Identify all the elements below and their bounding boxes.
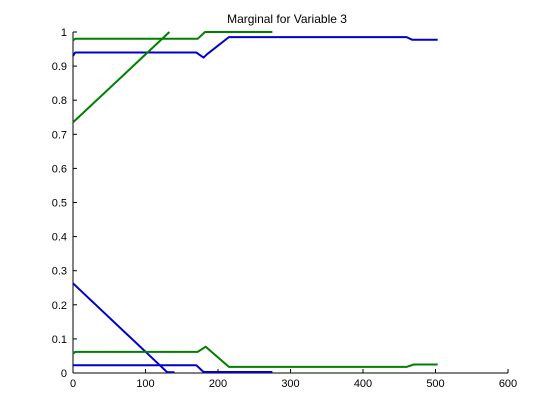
y-tick-label: 0.2 <box>52 300 67 312</box>
x-tick-label: 100 <box>136 378 154 390</box>
y-tick-label: 0.4 <box>52 232 67 244</box>
y-tick-label: 0.3 <box>52 266 67 278</box>
x-tick-label: 200 <box>209 378 227 390</box>
axes: 0 100 200 300 400 500 600 0 0.1 0.2 0.3 0.4 0.5 0.6 0.… <box>52 27 517 390</box>
series-layer <box>72 31 438 374</box>
chart-title: Marginal for Variable 3 <box>227 12 347 26</box>
x-tick-label: 0 <box>70 378 76 390</box>
y-tick-label: 0.1 <box>52 334 67 346</box>
series-line-3 <box>72 282 175 374</box>
series-line-2 <box>73 364 273 373</box>
x-tick-label: 300 <box>281 378 299 390</box>
series-line-1 <box>72 36 438 59</box>
x-tick-label: 600 <box>499 378 517 390</box>
y-tick-label: 0.9 <box>52 61 67 73</box>
series-line-5 <box>72 31 171 124</box>
y-tick-label: 0.5 <box>52 198 67 210</box>
series-line-4 <box>72 31 273 42</box>
x-tick-label: 400 <box>354 378 372 390</box>
x-tick-label: 500 <box>426 378 444 390</box>
y-tick-label: 0.7 <box>52 129 67 141</box>
series-line-6 <box>72 345 438 368</box>
y-tick-label: 0.8 <box>52 95 67 107</box>
y-tick-label: 0.6 <box>52 163 67 175</box>
y-tick-label: 1 <box>61 27 67 39</box>
y-tick-label: 0 <box>61 368 67 380</box>
